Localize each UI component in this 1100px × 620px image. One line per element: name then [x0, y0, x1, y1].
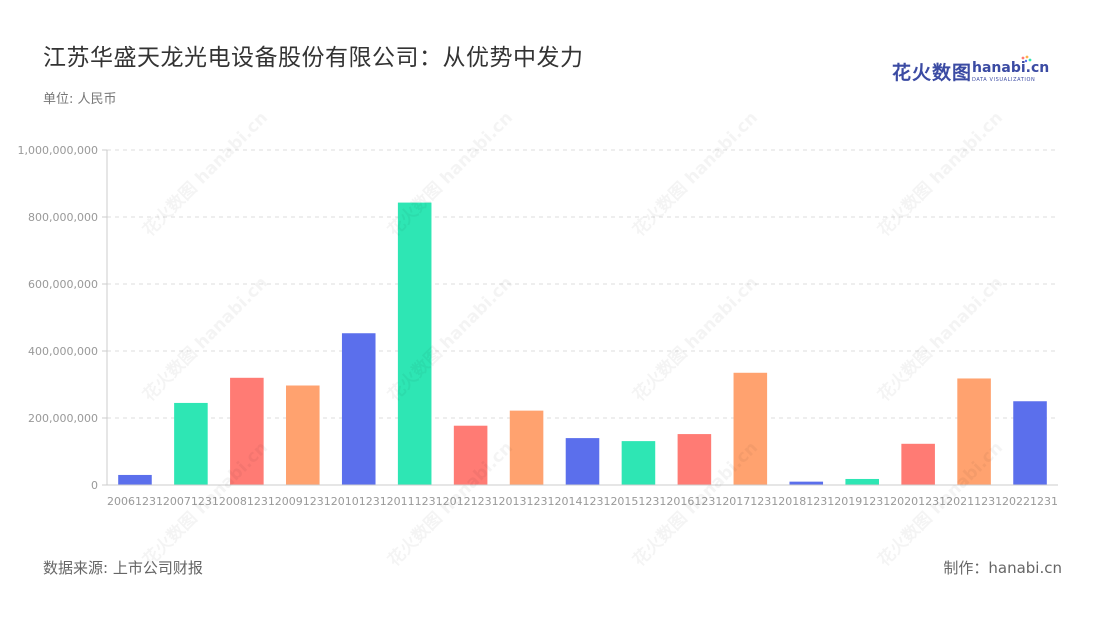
x-tick-label: 20111231	[387, 495, 443, 508]
logo-sub-text: DATA VISUALIZATION	[972, 77, 1036, 83]
x-tick-label: 20161231	[666, 495, 722, 508]
maker-note: 制作：hanabi.cn	[943, 559, 1062, 577]
bar-20101231	[341, 333, 376, 485]
y-tick-label: 600,000,000	[28, 278, 98, 291]
x-tick-label: 20181231	[778, 495, 834, 508]
x-tick-label: 20071231	[163, 495, 219, 508]
bar-20091231	[286, 385, 320, 485]
x-tick-label: 20121231	[443, 495, 499, 508]
x-tick-label: 20131231	[499, 495, 555, 508]
x-tick-label: 20201231	[890, 495, 946, 508]
x-tick-label: 20151231	[610, 495, 666, 508]
bar-20191231	[845, 478, 879, 485]
logo-en-text: hanabi.cn	[972, 60, 1050, 76]
y-tick-label: 1,000,000,000	[18, 144, 98, 157]
x-tick-label: 20061231	[107, 495, 163, 508]
y-tick-label: 200,000,000	[28, 412, 98, 425]
bar-20111231	[397, 202, 432, 485]
x-tick-label: 20141231	[555, 495, 611, 508]
bar-20181231	[789, 481, 824, 485]
y-tick-label: 0	[91, 479, 98, 492]
bar-20201231	[901, 443, 935, 485]
page-title: 江苏华盛天龙光电设备股份有限公司：从优势中发力	[43, 45, 584, 71]
y-axis-ticks: 0 200,000,000 400,000,000 600,000,000 800,00…	[18, 144, 107, 492]
y-tick-label: 800,000,000	[28, 211, 98, 224]
bar-20221231	[1013, 401, 1047, 485]
x-tick-label: 20171231	[722, 495, 778, 508]
bar-20161231	[677, 434, 712, 485]
logo-cn-text: 花火数图	[892, 62, 973, 84]
bar-20121231	[453, 425, 488, 485]
bar-20081231	[230, 377, 264, 485]
bar-20071231	[174, 402, 208, 485]
bar-20171231	[733, 372, 768, 485]
x-tick-label: 20101231	[331, 495, 387, 508]
x-axis-ticks: 20061231 20071231 20081231 20091231 20101231…	[107, 495, 1058, 508]
y-tick-label: 400,000,000	[28, 345, 98, 358]
bar-20061231	[118, 474, 152, 485]
x-tick-label: 20081231	[219, 495, 275, 508]
x-tick-label: 20221231	[1002, 495, 1058, 508]
unit-label: 单位: 人民币	[43, 92, 117, 107]
chart-grid	[107, 149, 1058, 419]
x-tick-label: 20191231	[834, 495, 890, 508]
x-tick-label: 20211231	[946, 495, 1002, 508]
x-tick-label: 20091231	[275, 495, 331, 508]
hanabi-logo: 花火数图 hanabi.cn DATA VISUALIZATION	[892, 55, 1049, 88]
bar-20211231	[957, 378, 991, 485]
source-note: 数据来源: 上市公司财报	[43, 559, 203, 577]
bar-20131231	[509, 410, 544, 485]
firework-icon	[1021, 55, 1032, 63]
bar-20151231	[621, 441, 656, 485]
chart-bars	[118, 202, 1047, 485]
bar-20141231	[565, 438, 600, 485]
